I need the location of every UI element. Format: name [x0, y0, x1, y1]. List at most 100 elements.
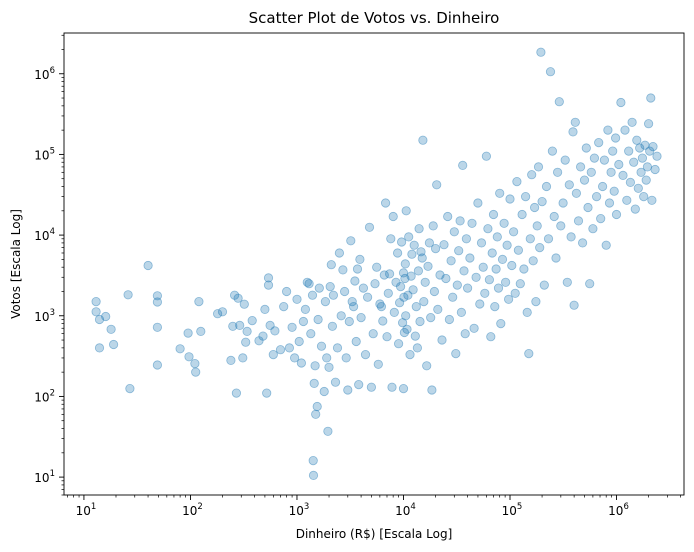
x-tick-label: 104 [395, 502, 416, 518]
scatter-point [254, 336, 264, 346]
scatter-point [537, 197, 547, 207]
scatter-point [551, 253, 561, 263]
scatter-point [581, 143, 591, 153]
scatter-point [416, 247, 426, 257]
scatter-point [123, 290, 133, 300]
x-tick-label: 103 [289, 502, 310, 518]
scatter-point [352, 264, 363, 274]
scatter-point [344, 316, 354, 327]
scatter-point [535, 243, 545, 253]
scatter-point [508, 227, 519, 237]
scatter-point [191, 367, 201, 377]
scatter-point [239, 299, 249, 309]
scatter-point [531, 296, 541, 307]
scatter-point [230, 290, 240, 300]
scatter-point [552, 167, 563, 177]
scatter-point [604, 198, 615, 208]
scatter-point [577, 238, 588, 248]
scatter-point [549, 211, 559, 222]
scatter-point [585, 279, 595, 289]
scatter-point [308, 455, 318, 466]
scatter-point [622, 195, 632, 205]
scatter-point [632, 135, 642, 145]
scatter-point [298, 316, 308, 327]
scatter-point [420, 277, 430, 287]
y-tick-label: 105 [34, 146, 55, 162]
scatter-point [296, 358, 306, 368]
scatter-point [396, 237, 407, 247]
scatter-point [324, 362, 334, 372]
scatter-point [452, 280, 462, 290]
scatter-point [213, 309, 223, 319]
scatter-point [378, 316, 388, 326]
scatter-point [370, 279, 380, 289]
scatter-point [343, 385, 353, 395]
scatter-point [469, 323, 479, 333]
scatter-point [308, 470, 319, 480]
scatter-point [579, 175, 590, 185]
scatter-point [235, 320, 245, 330]
scatter-point [287, 322, 297, 332]
scatter-point [554, 97, 564, 107]
scatter-point [490, 301, 500, 312]
scatter-point [336, 311, 346, 321]
scatter-point [424, 238, 434, 248]
x-tick-label: 101 [76, 502, 97, 518]
scatter-point [429, 286, 439, 297]
scatter-point [545, 67, 556, 77]
scatter-point [412, 343, 422, 353]
scatter-point [652, 151, 662, 161]
scatter-point [398, 383, 409, 394]
scatter-point [642, 162, 653, 172]
scatter-point [348, 301, 359, 312]
scatter-point [319, 386, 329, 397]
scatter-point [398, 268, 409, 278]
scatter-point [641, 175, 651, 185]
scatter-point [400, 273, 410, 284]
scatter-point [392, 248, 403, 258]
scatter-point [328, 290, 338, 300]
scatter-point [338, 265, 348, 275]
y-tick-label: 102 [34, 388, 55, 404]
scatter-point [306, 329, 316, 339]
scatter-point [486, 332, 496, 342]
scatter-point [432, 180, 442, 190]
scatter-point [639, 192, 649, 202]
scatter-point [389, 307, 399, 317]
scatter-point [175, 344, 185, 354]
scatter-point [91, 296, 101, 307]
scatter-point [397, 318, 408, 328]
scatter-point [515, 279, 525, 289]
scatter-point [258, 331, 268, 341]
scatter-point [418, 135, 428, 145]
scatter-point [356, 312, 366, 323]
scatter-point [284, 343, 294, 353]
scatter-point [483, 224, 493, 234]
scatter-point [386, 234, 396, 244]
scatter-point [350, 276, 360, 286]
scatter-point [382, 332, 392, 342]
scatter-point [360, 349, 371, 360]
scatter-point [326, 260, 336, 270]
scatter-point [443, 211, 453, 222]
scatter-point [564, 180, 574, 190]
scatter-point [513, 245, 524, 255]
scatter-point [528, 256, 538, 266]
scatter-point [502, 240, 512, 250]
scatter-point [376, 301, 386, 312]
scatter-point [562, 277, 572, 287]
scatter-point [495, 188, 505, 198]
x-tick-label: 102 [182, 502, 203, 518]
scatter-point [558, 198, 568, 208]
scatter-point [109, 339, 119, 350]
scatter-point [310, 361, 320, 371]
scatter-point [196, 326, 206, 336]
scatter-point [433, 304, 443, 314]
scatter-point [543, 234, 554, 244]
scatter-point [461, 234, 471, 244]
scatter-point [388, 211, 398, 222]
scatter-point [570, 117, 580, 127]
scatter-point [417, 253, 427, 263]
scatter-point [539, 280, 549, 290]
scatter-point [263, 273, 274, 283]
